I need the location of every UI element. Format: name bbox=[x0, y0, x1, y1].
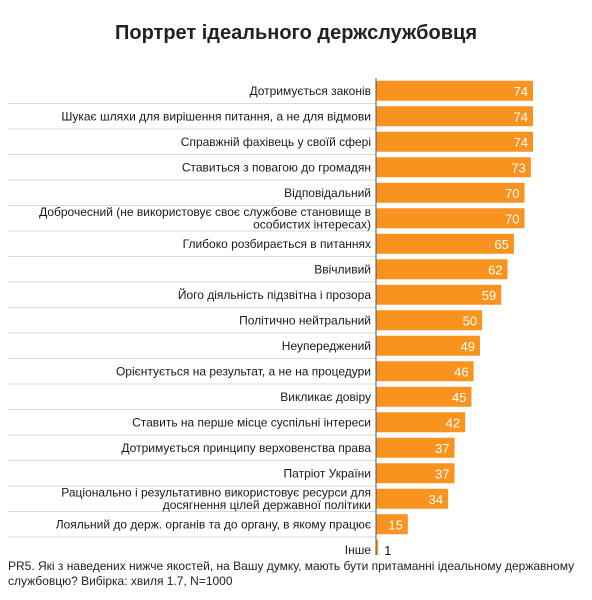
category-label: Шукає шляхи для вирішення питання, а не … bbox=[61, 109, 371, 123]
data-label: 65 bbox=[494, 237, 508, 252]
bar bbox=[376, 539, 379, 555]
bar bbox=[376, 386, 472, 407]
bar bbox=[376, 208, 525, 229]
category-label: Дотримується принципу верховенства права bbox=[121, 441, 371, 455]
category-label: Глибоко розбирається в питаннях bbox=[183, 237, 371, 251]
footnote: PR5. Які з наведених нижче якостей, на В… bbox=[8, 559, 575, 588]
data-label: 42 bbox=[446, 415, 460, 430]
category-label: Ввічливий bbox=[314, 262, 371, 276]
data-label: 62 bbox=[488, 262, 502, 277]
category-label: Викликає довіру bbox=[280, 390, 371, 404]
category-label: Ставить на перше місце суспільні інтерес… bbox=[132, 415, 371, 429]
category-label: особистих інтересах) bbox=[253, 218, 371, 232]
category-label: досягнення цілей державної політики bbox=[163, 498, 371, 512]
category-label: Раціонально і результативно використовує… bbox=[61, 486, 371, 500]
bar bbox=[376, 514, 408, 535]
data-label: 1 bbox=[384, 543, 391, 555]
data-label: 73 bbox=[511, 160, 525, 175]
data-label: 74 bbox=[514, 84, 528, 99]
bar bbox=[376, 259, 508, 280]
data-label: 70 bbox=[505, 186, 519, 201]
category-label: Неупереджений bbox=[282, 339, 371, 353]
bar bbox=[376, 361, 474, 382]
category-label: Його діяльність підзвітна і прозора bbox=[178, 287, 371, 302]
data-label: 74 bbox=[514, 109, 528, 124]
bar bbox=[376, 335, 480, 356]
data-label: 70 bbox=[505, 211, 519, 226]
data-label: 59 bbox=[482, 288, 496, 303]
data-label: 50 bbox=[463, 313, 477, 328]
category-label: Дотримується законів bbox=[249, 84, 371, 98]
bar bbox=[376, 437, 455, 458]
bar bbox=[376, 157, 531, 178]
bar bbox=[376, 310, 483, 331]
bar bbox=[376, 182, 525, 203]
category-label: Лояльний до держ. органів та до органу, … bbox=[56, 517, 371, 531]
bar bbox=[376, 412, 466, 433]
chart-title: Портрет ідеального держслужбовця bbox=[114, 22, 478, 44]
data-label: 15 bbox=[388, 517, 402, 532]
bar bbox=[376, 463, 455, 484]
data-label: 37 bbox=[435, 441, 449, 456]
category-label: Ставиться з повагою до громадян bbox=[182, 160, 371, 174]
bar bbox=[376, 131, 533, 152]
category-label: Доброчесний (не використовує своє службо… bbox=[39, 205, 371, 219]
bar bbox=[376, 233, 514, 254]
category-label: Відповідальний bbox=[284, 186, 371, 200]
bar bbox=[376, 284, 502, 305]
bar bbox=[376, 488, 449, 509]
data-label: 37 bbox=[435, 466, 449, 481]
category-label: Справжній фахівець у своїй сфері bbox=[181, 135, 371, 149]
category-label: Орієнтується на результат, а не на проце… bbox=[116, 364, 371, 378]
data-label: 34 bbox=[429, 492, 443, 507]
data-label: 49 bbox=[460, 339, 474, 354]
category-label: Патріот України bbox=[284, 466, 371, 480]
data-label: 74 bbox=[514, 135, 528, 150]
data-label: 45 bbox=[452, 390, 466, 405]
category-label: Інше bbox=[345, 543, 372, 555]
bar bbox=[376, 106, 533, 127]
bar bbox=[376, 80, 533, 101]
category-label: Політично нейтральний bbox=[239, 313, 371, 327]
data-label: 46 bbox=[454, 364, 468, 379]
bar-chart: Дотримується законів 74 Шукає шляхи для ви… bbox=[8, 78, 533, 555]
